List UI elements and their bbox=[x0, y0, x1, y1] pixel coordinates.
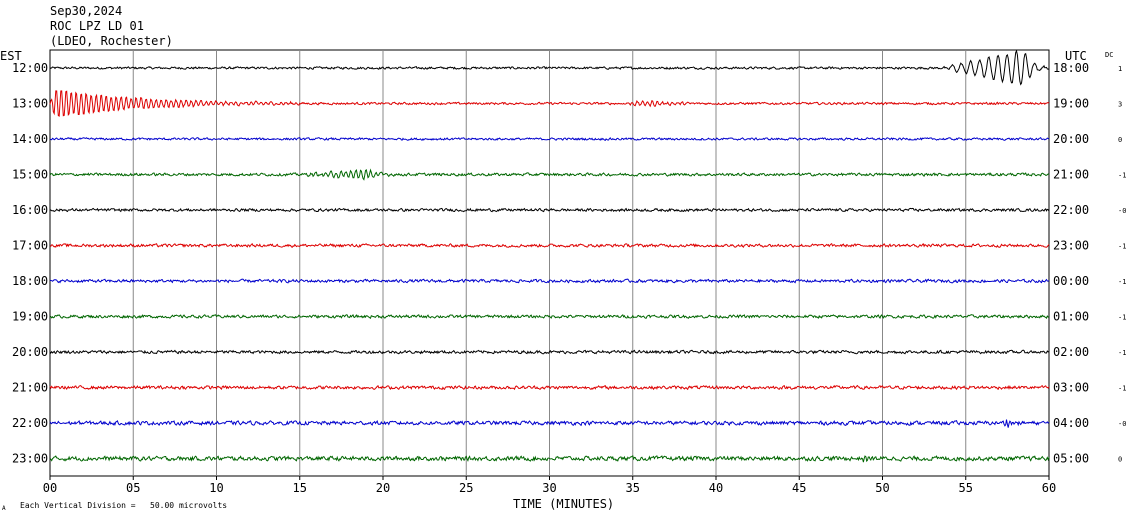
trace-1700 bbox=[50, 243, 1050, 248]
trace-2300 bbox=[49, 455, 1050, 463]
utc-hour-label: 21:00 bbox=[1053, 168, 1089, 182]
utc-hour-label: 01:00 bbox=[1053, 310, 1089, 324]
x-tick-label: 60 bbox=[1042, 481, 1056, 495]
est-hour-label: 16:00 bbox=[12, 203, 48, 217]
utc-hour-label: 00:00 bbox=[1053, 274, 1089, 288]
utc-hour-label: 19:00 bbox=[1053, 97, 1089, 111]
trace-2200 bbox=[49, 419, 1050, 428]
x-tick-label: 40 bbox=[709, 481, 723, 495]
dc-offset-label: 0 bbox=[1118, 136, 1122, 144]
est-hour-label: 22:00 bbox=[12, 416, 48, 430]
header-station: ROC LPZ LD 01 bbox=[50, 19, 144, 33]
dc-offset-label: -0 bbox=[1118, 207, 1126, 215]
dc-offset-label: 0 bbox=[1118, 456, 1122, 464]
est-hour-label: 18:00 bbox=[12, 274, 48, 288]
trace-2000 bbox=[49, 349, 1050, 355]
trace-1900 bbox=[49, 314, 1050, 319]
dc-offset-label: -1 bbox=[1118, 172, 1126, 180]
x-tick-label: 20 bbox=[376, 481, 390, 495]
footer-mark: A bbox=[2, 505, 6, 512]
trace-layer bbox=[49, 49, 1050, 463]
trace-1300 bbox=[49, 90, 1050, 117]
trace-1600 bbox=[49, 207, 1050, 213]
utc-hour-label: 02:00 bbox=[1053, 345, 1089, 359]
dc-offset-label: -1 bbox=[1118, 349, 1126, 357]
trace-2100 bbox=[49, 384, 1050, 391]
x-tick-label: 35 bbox=[626, 481, 640, 495]
est-hour-label: 13:00 bbox=[12, 97, 48, 111]
x-tick-label: 25 bbox=[459, 481, 473, 495]
est-hour-label: 12:00 bbox=[12, 61, 48, 75]
x-tick-label: 05 bbox=[126, 481, 140, 495]
header-network: (LDEO, Rochester) bbox=[50, 34, 173, 48]
scale-note: Each Vertical Division = 50.00 microvolt… bbox=[20, 501, 227, 510]
utc-hour-label: 23:00 bbox=[1053, 239, 1089, 253]
trace-1500 bbox=[49, 168, 1050, 181]
trace-1800 bbox=[49, 278, 1050, 284]
est-axis-label: EST bbox=[0, 49, 22, 63]
dc-offset-label: -0 bbox=[1118, 420, 1126, 428]
row-labels: 12:00 18:00 1 13:00 19:00 3 14:00 20:00 0 15:00 21… bbox=[12, 61, 1126, 466]
x-tick-label: 00 bbox=[43, 481, 57, 495]
x-axis-title: TIME (MINUTES) bbox=[513, 497, 614, 511]
x-tick-label: 10 bbox=[209, 481, 223, 495]
dc-offset-label: 1 bbox=[1118, 65, 1122, 73]
utc-hour-label: 22:00 bbox=[1053, 203, 1089, 217]
x-tick-label: 55 bbox=[959, 481, 973, 495]
utc-hour-label: 18:00 bbox=[1053, 61, 1089, 75]
x-axis-ticks: 00 05 10 15 20 25 30 35 40 45 50 55 60 bbox=[43, 476, 1056, 495]
est-hour-label: 19:00 bbox=[12, 310, 48, 324]
grid-lines bbox=[132, 50, 967, 476]
header-date: Sep30,2024 bbox=[50, 4, 122, 18]
est-hour-label: 21:00 bbox=[12, 381, 48, 395]
est-hour-label: 23:00 bbox=[12, 452, 48, 466]
utc-hour-label: 04:00 bbox=[1053, 416, 1089, 430]
utc-hour-label: 05:00 bbox=[1053, 452, 1089, 466]
dc-offset-label: -1 bbox=[1118, 314, 1126, 322]
dc-offset-label: -1 bbox=[1118, 385, 1126, 393]
x-tick-label: 50 bbox=[875, 481, 889, 495]
x-tick-label: 15 bbox=[293, 481, 307, 495]
est-hour-label: 20:00 bbox=[12, 345, 48, 359]
x-tick-label: 30 bbox=[542, 481, 556, 495]
est-hour-label: 17:00 bbox=[12, 239, 48, 253]
dc-offset-label: -1 bbox=[1118, 243, 1126, 251]
est-hour-label: 14:00 bbox=[12, 132, 48, 146]
dc-column-label: DC bbox=[1105, 51, 1113, 59]
trace-1200 bbox=[49, 49, 1050, 86]
dc-offset-label: -1 bbox=[1118, 278, 1126, 286]
utc-hour-label: 20:00 bbox=[1053, 132, 1089, 146]
x-tick-label: 45 bbox=[792, 481, 806, 495]
utc-axis-label: UTC bbox=[1065, 49, 1087, 63]
dc-offset-label: 3 bbox=[1118, 101, 1122, 109]
utc-hour-label: 03:00 bbox=[1053, 381, 1089, 395]
est-hour-label: 15:00 bbox=[12, 168, 48, 182]
trace-1400 bbox=[49, 137, 1050, 141]
